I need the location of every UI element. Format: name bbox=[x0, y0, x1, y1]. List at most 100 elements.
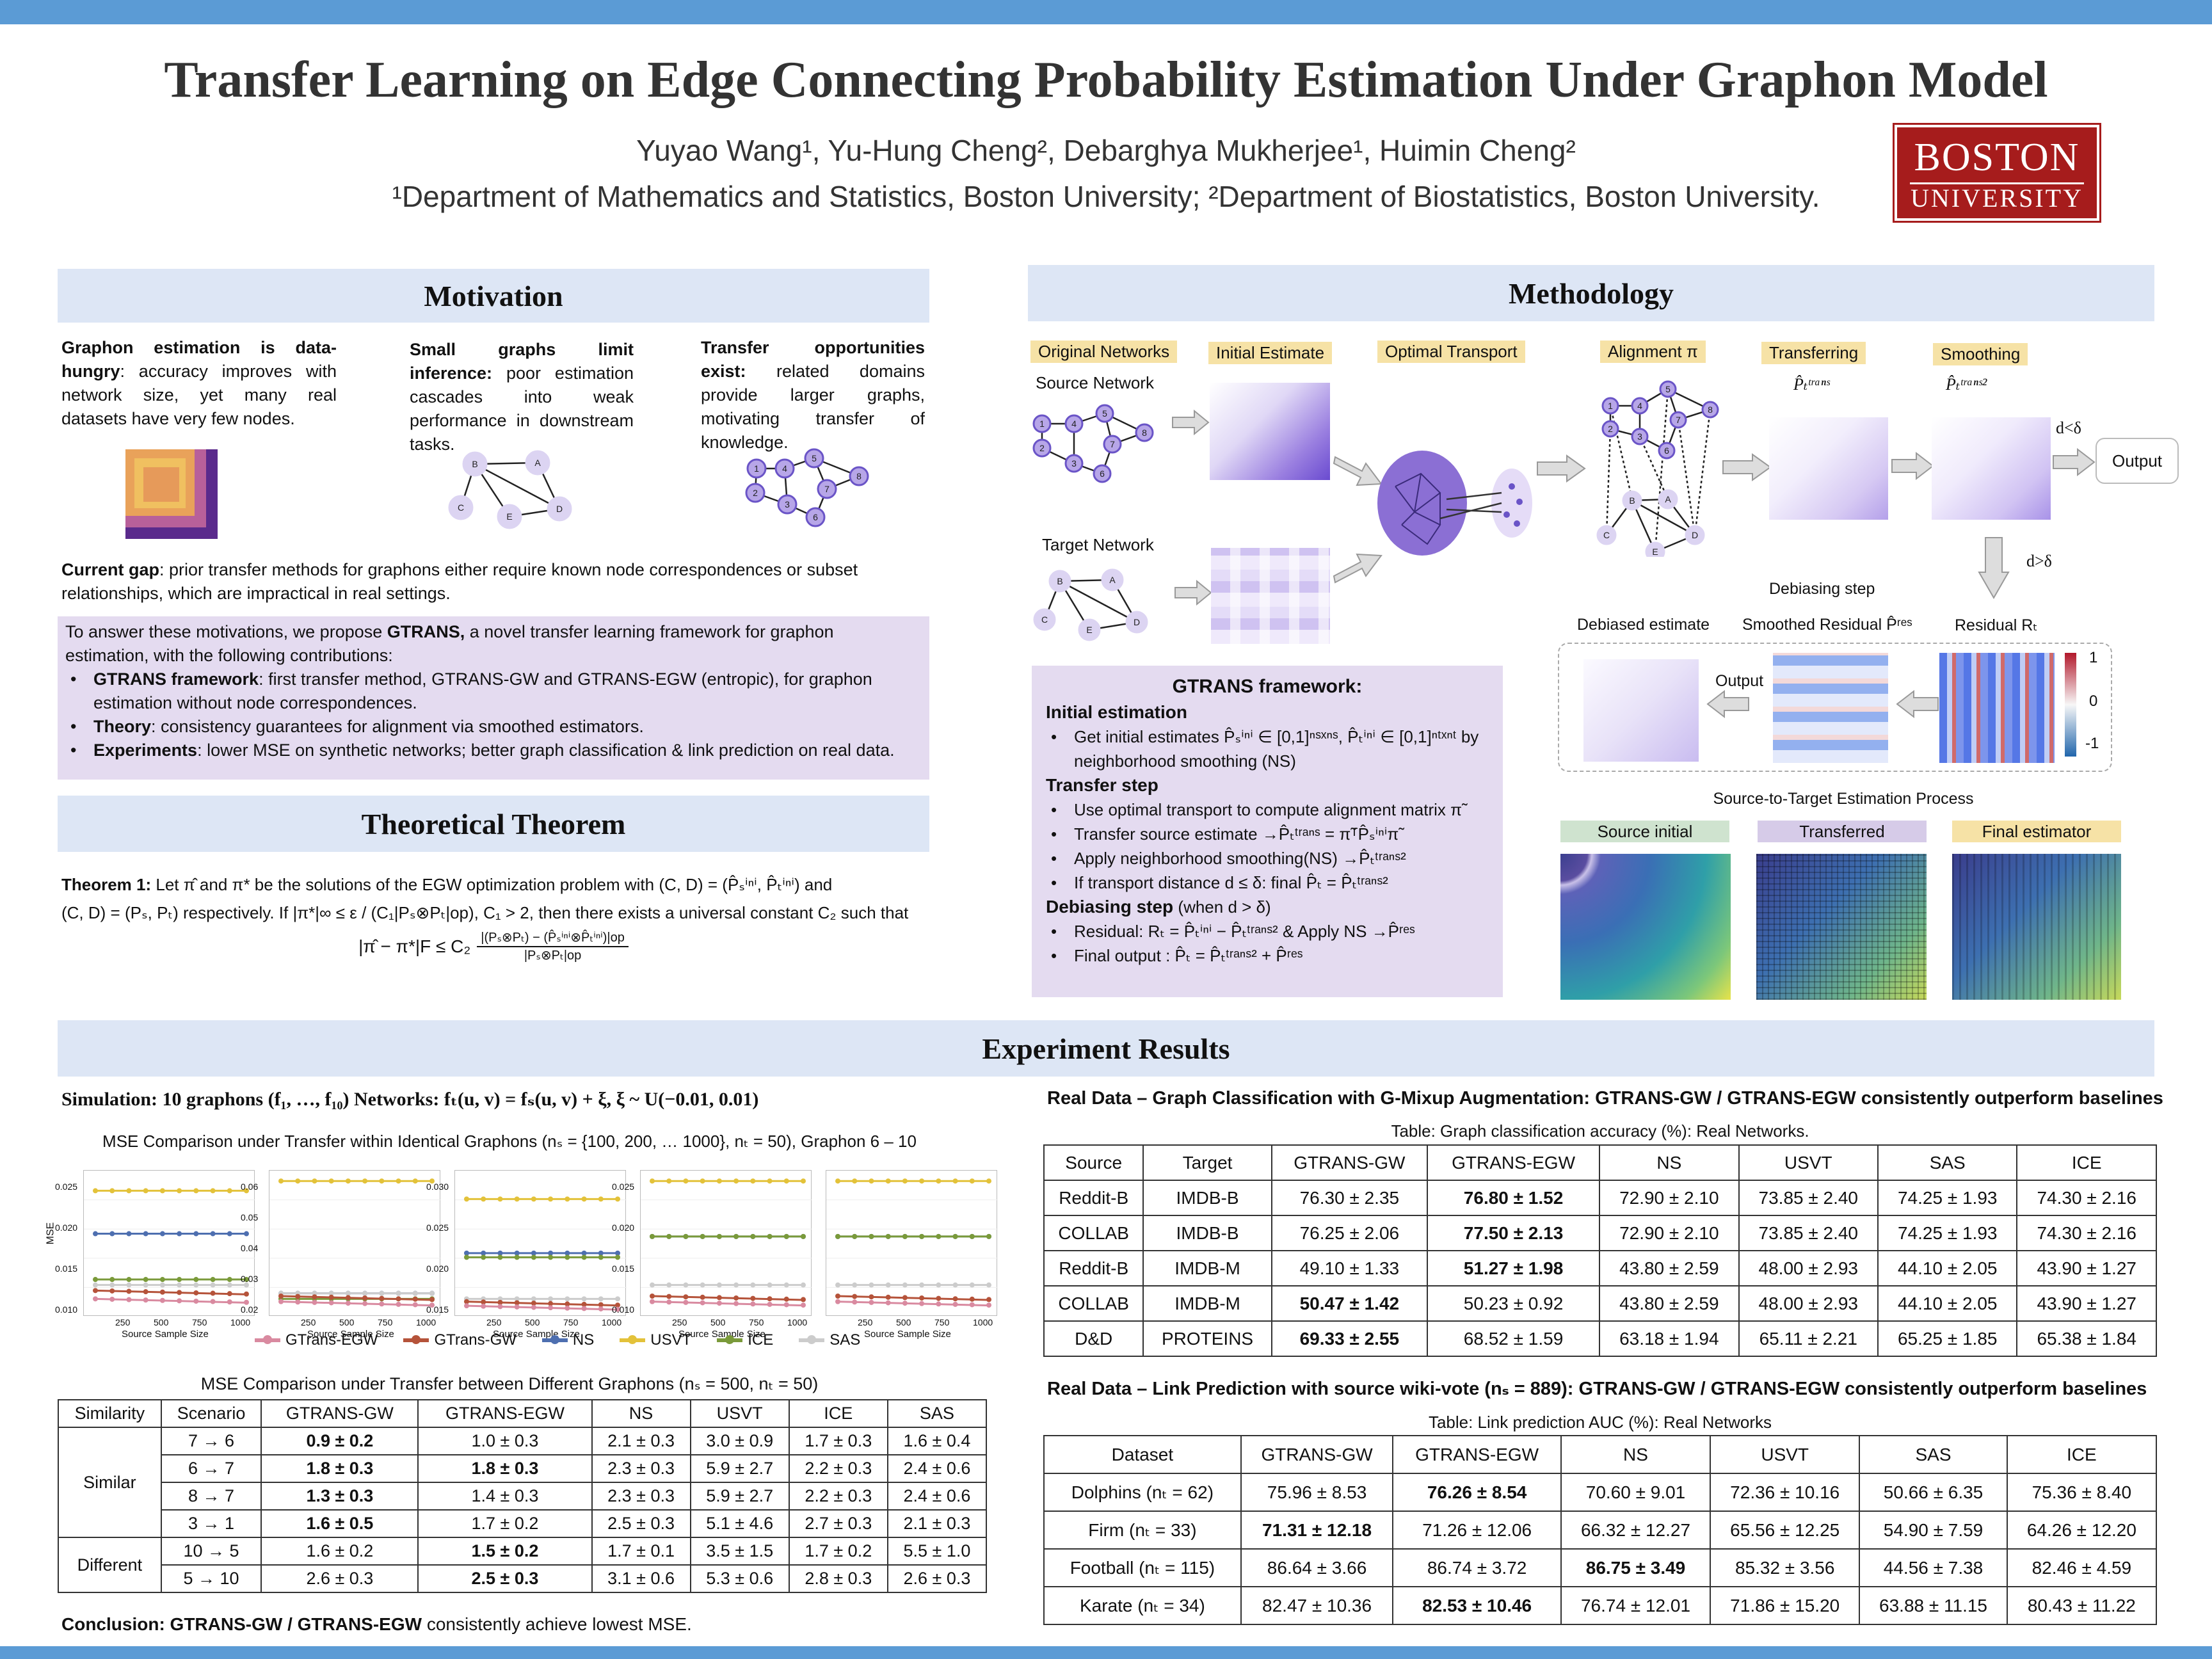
mse-title-1: MSE Comparison under Transfer within Ide… bbox=[102, 1132, 917, 1151]
series-point bbox=[733, 1301, 739, 1306]
svg-text:A: A bbox=[1109, 575, 1116, 585]
legend-swatch-icon bbox=[620, 1335, 646, 1344]
series-point bbox=[801, 1297, 806, 1302]
legend-label: NS bbox=[572, 1331, 595, 1349]
table-cell: 1.4 ± 0.3 bbox=[417, 1482, 593, 1511]
series-point bbox=[885, 1300, 891, 1306]
table-cell: 74.25 ± 1.93 bbox=[1877, 1215, 2018, 1251]
header-cell: GTRANS-GW bbox=[1240, 1435, 1394, 1474]
series-point bbox=[835, 1233, 840, 1239]
alignment-graph-image: 1 4 5 7 8 2 3 6 B A C D E bbox=[1596, 380, 1719, 557]
legend-item: NS bbox=[541, 1331, 595, 1349]
header-cell: Similarity bbox=[58, 1399, 162, 1428]
series-point bbox=[936, 1282, 942, 1288]
series-point bbox=[143, 1277, 148, 1283]
series-point bbox=[143, 1188, 148, 1194]
series-point bbox=[159, 1297, 165, 1303]
table-cell: 77.50 ± 2.13 bbox=[1427, 1215, 1601, 1251]
table-cell: 50.66 ± 6.35 bbox=[1859, 1473, 2008, 1512]
series-point bbox=[464, 1254, 469, 1260]
series-point bbox=[464, 1196, 469, 1202]
series-point bbox=[598, 1254, 604, 1260]
real2-title: Real Data – Link Prediction with source … bbox=[1047, 1379, 2147, 1399]
svg-text:A: A bbox=[1665, 494, 1671, 504]
series-point bbox=[666, 1282, 672, 1288]
svg-text:8: 8 bbox=[1708, 405, 1713, 415]
header-cell: NS bbox=[591, 1399, 691, 1428]
svg-text:D: D bbox=[1692, 530, 1698, 540]
table-cell: 1.6 ± 0.4 bbox=[886, 1427, 988, 1455]
series-point bbox=[581, 1306, 587, 1311]
series-point bbox=[159, 1231, 165, 1237]
series-point bbox=[869, 1299, 874, 1305]
series-point bbox=[716, 1178, 722, 1184]
header-cell: SAS bbox=[886, 1399, 988, 1428]
y-tick-label: 0.025 bbox=[612, 1182, 635, 1192]
series-point bbox=[481, 1299, 486, 1305]
svg-text:2: 2 bbox=[753, 488, 758, 498]
series-point bbox=[986, 1282, 991, 1288]
table-cell: 3.1 ± 0.6 bbox=[591, 1564, 691, 1593]
arrow-icon bbox=[1174, 580, 1212, 605]
debiasing-step-label: Debiasing step bbox=[1769, 580, 1875, 598]
plot-svg bbox=[84, 1188, 255, 1305]
series-point bbox=[767, 1178, 773, 1184]
methodology-title: Methodology bbox=[1028, 265, 2154, 321]
series-point bbox=[412, 1290, 418, 1296]
target-network-label: Target Network bbox=[1042, 535, 1154, 554]
series-point bbox=[919, 1301, 925, 1306]
table-cell: 76.25 ± 2.06 bbox=[1270, 1215, 1429, 1251]
svg-text:7: 7 bbox=[1110, 439, 1115, 449]
table-row: Different 10 → 5 1.6 ± 0.2 1.5 ± 0.2 1.7 ± 0… bbox=[58, 1537, 988, 1593]
series-point bbox=[193, 1282, 199, 1288]
series-point bbox=[548, 1301, 554, 1306]
label-optimal-transport: Optimal Transport bbox=[1377, 341, 1525, 363]
table-cell: 72.90 ± 2.10 bbox=[1599, 1180, 1740, 1216]
series-point bbox=[379, 1295, 385, 1301]
arrow-icon bbox=[2053, 448, 2096, 476]
x-axis-label: Source Sample Size bbox=[678, 1329, 765, 1340]
series-point bbox=[210, 1277, 216, 1283]
x-tick-label: 250 bbox=[858, 1317, 873, 1327]
label-alignment: Alignment π bbox=[1600, 341, 1706, 363]
x-tick-label: 250 bbox=[486, 1317, 502, 1327]
table-cell: 2.3 ± 0.3 bbox=[591, 1454, 691, 1483]
series-point bbox=[497, 1254, 503, 1260]
series-point bbox=[193, 1188, 199, 1194]
x-tick-label: 1000 bbox=[787, 1317, 808, 1327]
series-point bbox=[952, 1233, 958, 1239]
header-cell: Dataset bbox=[1043, 1435, 1242, 1474]
table-cell: COLLAB bbox=[1043, 1215, 1144, 1251]
header-cell: GTRANS-EGW bbox=[1427, 1144, 1601, 1181]
series-point bbox=[666, 1233, 672, 1239]
series-point bbox=[227, 1231, 232, 1237]
x-tick-label: 250 bbox=[115, 1317, 131, 1327]
series-point bbox=[767, 1296, 773, 1302]
series-point bbox=[869, 1178, 874, 1184]
svg-text:A: A bbox=[534, 458, 541, 468]
series-line bbox=[466, 1304, 618, 1311]
table-cell: 1.6 ± 0.5 bbox=[260, 1509, 419, 1538]
transferred-image bbox=[1756, 854, 1927, 1000]
series-point bbox=[615, 1302, 620, 1308]
series-point bbox=[379, 1290, 385, 1296]
debiased-estimate-image bbox=[1583, 659, 1699, 762]
series-point bbox=[93, 1188, 98, 1194]
series-point bbox=[700, 1282, 705, 1288]
series-point bbox=[885, 1178, 891, 1184]
series-point bbox=[278, 1299, 284, 1304]
series-point bbox=[666, 1178, 672, 1184]
svg-text:6: 6 bbox=[1664, 445, 1669, 456]
x-tick-label: 750 bbox=[934, 1317, 950, 1327]
series-point bbox=[531, 1250, 536, 1256]
series-point bbox=[565, 1305, 570, 1311]
series-point bbox=[244, 1231, 249, 1237]
series-point bbox=[885, 1282, 891, 1288]
series-point bbox=[497, 1296, 503, 1302]
series-point bbox=[869, 1233, 874, 1239]
table-cell: 85.32 ± 3.56 bbox=[1710, 1548, 1861, 1587]
table-cell: 48.00 ± 2.93 bbox=[1738, 1250, 1879, 1286]
series-point bbox=[767, 1233, 773, 1239]
series-point bbox=[852, 1299, 858, 1305]
table-cell: D&D bbox=[1043, 1320, 1144, 1357]
